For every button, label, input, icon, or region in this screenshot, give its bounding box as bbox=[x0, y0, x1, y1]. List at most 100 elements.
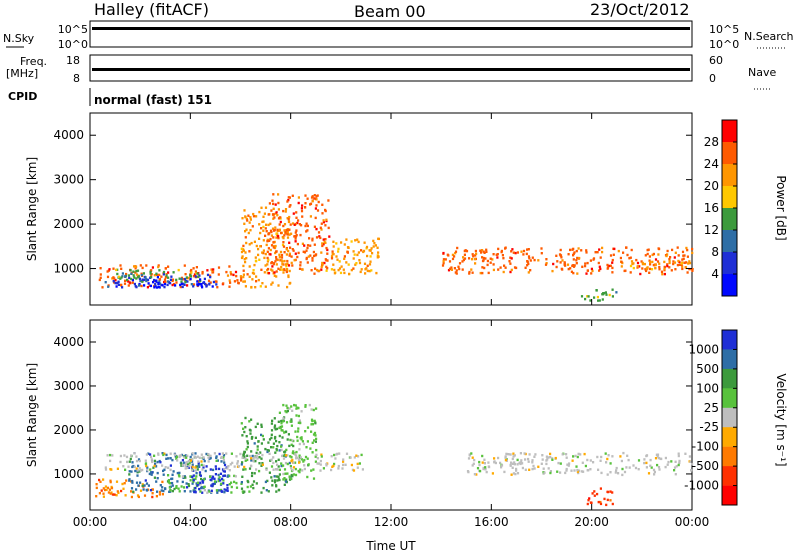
colorbar-segment bbox=[722, 466, 737, 486]
data-cell bbox=[606, 263, 609, 267]
data-cell bbox=[644, 268, 647, 271]
data-cell bbox=[649, 458, 652, 462]
data-cell bbox=[311, 259, 314, 262]
data-cell bbox=[264, 227, 267, 230]
data-cell bbox=[138, 470, 141, 473]
data-cell bbox=[258, 462, 261, 465]
data-cell bbox=[314, 460, 317, 463]
data-cell bbox=[179, 285, 182, 289]
data-cell bbox=[181, 464, 184, 467]
data-cell bbox=[371, 252, 374, 255]
data-cell bbox=[286, 200, 289, 203]
data-cell bbox=[632, 464, 635, 467]
data-cell bbox=[545, 462, 548, 466]
data-cell bbox=[672, 262, 675, 266]
data-cell bbox=[575, 262, 578, 265]
data-cell bbox=[472, 462, 475, 465]
data-cell bbox=[245, 228, 248, 231]
data-cell bbox=[313, 419, 316, 423]
data-cell bbox=[270, 433, 273, 436]
data-cell bbox=[481, 266, 484, 269]
data-cell bbox=[559, 254, 563, 257]
data-cell bbox=[191, 475, 194, 479]
data-cell bbox=[287, 433, 290, 436]
data-cell bbox=[134, 469, 137, 473]
data-cell bbox=[172, 470, 175, 473]
data-cell bbox=[484, 466, 487, 469]
data-cell bbox=[575, 259, 578, 262]
data-cell bbox=[442, 251, 445, 255]
data-cell bbox=[643, 262, 646, 266]
data-cell bbox=[278, 468, 281, 471]
data-cell bbox=[639, 272, 642, 276]
data-cell bbox=[261, 251, 264, 254]
data-cell bbox=[648, 267, 651, 271]
data-cell bbox=[471, 258, 474, 261]
data-cell bbox=[592, 461, 595, 464]
data-cell bbox=[113, 281, 116, 284]
data-cell bbox=[585, 272, 588, 275]
data-cell bbox=[244, 416, 247, 420]
data-cell bbox=[285, 404, 288, 407]
data-cell bbox=[306, 426, 310, 429]
data-cell bbox=[316, 457, 319, 460]
data-cell bbox=[637, 468, 640, 471]
data-cell bbox=[450, 268, 453, 271]
data-cell bbox=[248, 467, 252, 470]
data-cell bbox=[260, 457, 263, 460]
data-cell bbox=[191, 463, 194, 466]
data-cell bbox=[656, 463, 659, 467]
data-cell bbox=[511, 466, 514, 469]
data-cell bbox=[604, 291, 607, 294]
data-cell bbox=[265, 223, 268, 226]
data-cell bbox=[677, 254, 680, 257]
data-cell bbox=[270, 446, 273, 449]
data-cell bbox=[169, 281, 172, 285]
data-cell bbox=[235, 481, 238, 485]
data-cell bbox=[645, 461, 648, 465]
data-cell bbox=[270, 234, 273, 237]
data-cell bbox=[319, 236, 322, 240]
data-cell bbox=[182, 278, 185, 281]
data-cell bbox=[647, 248, 650, 251]
data-cell bbox=[278, 223, 281, 226]
data-cell bbox=[286, 406, 289, 410]
data-cell bbox=[139, 489, 143, 492]
data-cell bbox=[572, 252, 575, 255]
data-cell bbox=[625, 246, 628, 249]
x-tick-label: 04:00 bbox=[173, 515, 208, 529]
data-cell bbox=[373, 242, 376, 245]
data-cell bbox=[572, 247, 575, 251]
data-cell bbox=[578, 256, 581, 260]
data-cell bbox=[281, 454, 284, 458]
data-cell bbox=[690, 469, 693, 472]
data-cell bbox=[612, 253, 615, 256]
data-cell bbox=[492, 268, 495, 272]
data-cell bbox=[138, 459, 141, 463]
data-cell bbox=[194, 491, 197, 494]
data-cell bbox=[462, 256, 465, 259]
data-cell bbox=[275, 258, 278, 261]
data-cell bbox=[147, 484, 150, 487]
data-cell bbox=[227, 465, 230, 468]
data-cell bbox=[586, 502, 589, 506]
data-cell bbox=[339, 271, 343, 275]
data-cell bbox=[266, 449, 269, 452]
data-cell bbox=[267, 213, 270, 216]
data-cell bbox=[245, 217, 248, 221]
data-cell bbox=[140, 273, 143, 277]
data-cell bbox=[557, 461, 560, 465]
data-cell bbox=[191, 469, 194, 472]
data-cell bbox=[209, 275, 212, 279]
data-cell bbox=[262, 239, 265, 242]
data-cell bbox=[127, 284, 130, 287]
data-cell bbox=[580, 295, 584, 298]
data-cell bbox=[315, 227, 318, 231]
data-cell bbox=[239, 275, 242, 278]
data-cell bbox=[290, 467, 293, 470]
data-cell bbox=[448, 260, 452, 263]
data-cell bbox=[243, 451, 246, 454]
data-cell bbox=[654, 258, 658, 261]
data-cell bbox=[261, 282, 264, 285]
data-cell bbox=[589, 501, 592, 504]
